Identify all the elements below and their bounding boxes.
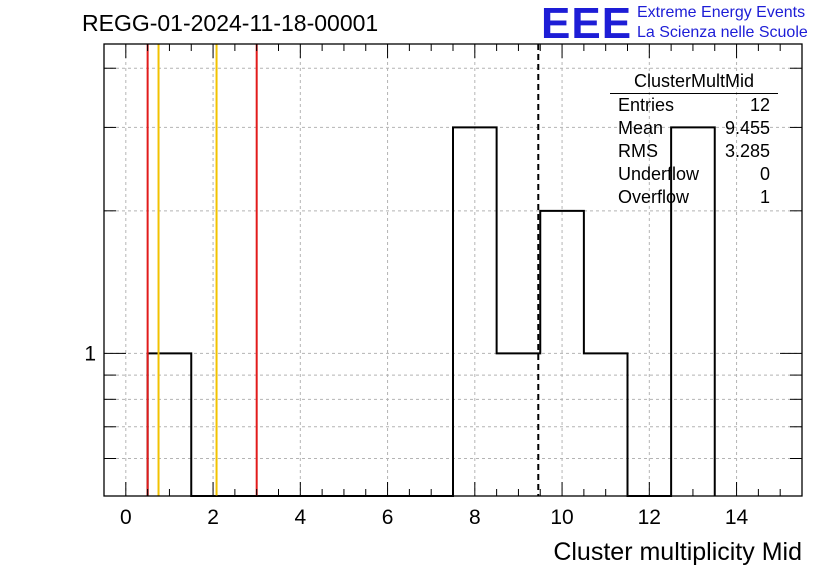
x-tick-label: 2 xyxy=(207,506,219,529)
histogram-bin xyxy=(148,353,192,496)
x-tick-label: 10 xyxy=(550,506,573,529)
plot-frame xyxy=(103,43,803,497)
stats-value: 9.455 xyxy=(724,118,770,138)
histogram-outline xyxy=(146,126,716,497)
stats-title: ClusterMultMid xyxy=(610,70,778,94)
stats-label: RMS xyxy=(618,141,658,161)
stats-value: 3.285 xyxy=(724,141,770,161)
run-title: REGG-01-2024-11-18-00001 xyxy=(82,10,379,36)
x-axis-label: Cluster multiplicity Mid xyxy=(553,538,802,566)
tick-labels: 0 2 4 6 8 10 12 14 1 xyxy=(84,342,748,529)
logo-subtitle-line2: La Scienza nelle Scuole xyxy=(637,24,808,41)
histogram-bin xyxy=(584,353,628,496)
stats-row-overflow: Overflow 1 xyxy=(610,186,778,209)
eee-logo-mark: EEE xyxy=(541,0,633,48)
stats-value: 0 xyxy=(759,164,770,184)
stats-row-mean: Mean 9.455 xyxy=(610,117,778,140)
logo-subtitle-line1: Extreme Energy Events xyxy=(637,4,806,21)
histogram-bin xyxy=(540,211,584,496)
x-tick-label: 4 xyxy=(294,506,306,529)
x-tick-label: 6 xyxy=(382,506,394,529)
histogram-bin xyxy=(497,353,541,496)
stats-label: Entries xyxy=(618,95,675,115)
x-tick-label: 12 xyxy=(638,506,661,529)
x-tick-label: 8 xyxy=(469,506,481,529)
stats-label: Mean xyxy=(618,118,664,138)
stats-value: 1 xyxy=(759,187,770,207)
stats-label: Underflow xyxy=(618,164,700,184)
stats-value: 12 xyxy=(749,95,770,115)
histogram-bin xyxy=(453,127,497,496)
x-tick-label: 14 xyxy=(725,506,749,529)
stats-row-rms: RMS 3.285 xyxy=(610,140,778,163)
x-tick-label: 0 xyxy=(120,506,132,529)
stats-row-entries: Entries 12 xyxy=(610,94,778,117)
marker-lines xyxy=(146,44,540,496)
statistics-box: ClusterMultMid Entries 12 Mean 9.455 RMS… xyxy=(610,70,778,209)
stats-label: Overflow xyxy=(618,187,690,207)
stats-row-underflow: Underflow 0 xyxy=(610,163,778,186)
y-tick-label: 1 xyxy=(84,342,96,365)
axis-ticks xyxy=(103,44,803,496)
histogram-bins xyxy=(146,126,716,497)
